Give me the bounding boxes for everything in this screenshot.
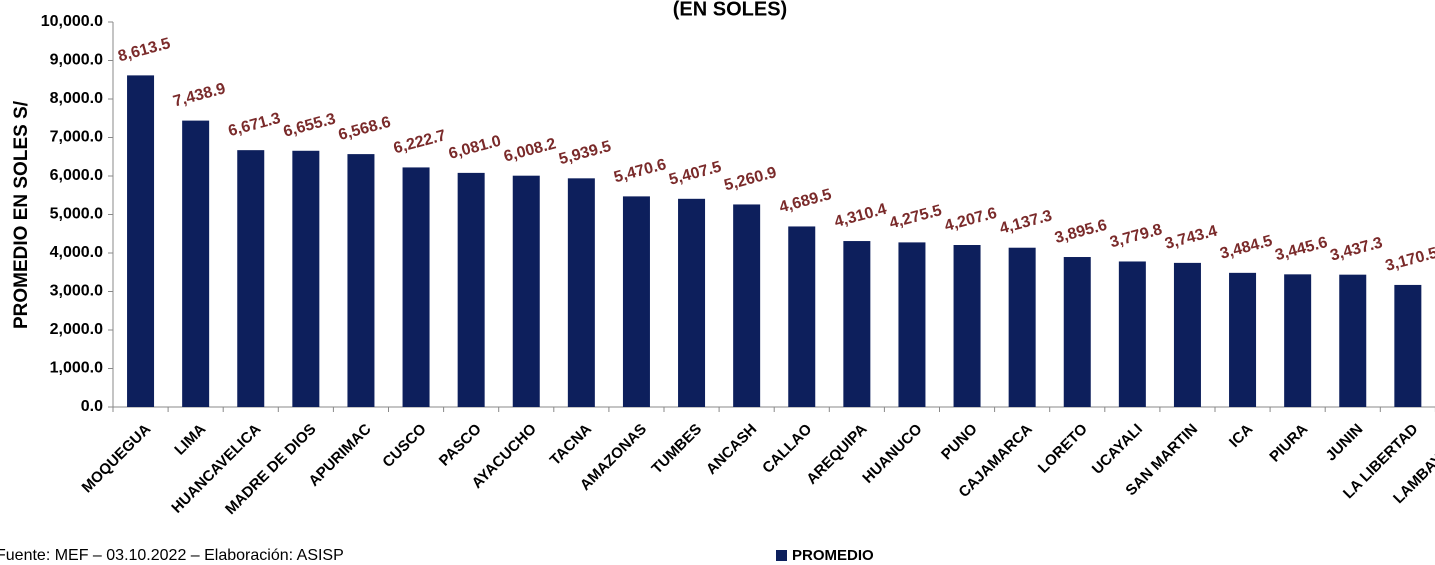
legend-label: PROMEDIO [792, 547, 874, 564]
x-tick-label: TUMBES [648, 421, 705, 478]
value-label: 5,260.9 [722, 164, 778, 194]
x-tick-label: HUANUCO [859, 420, 925, 486]
value-label: 6,568.6 [337, 114, 393, 144]
bar [347, 154, 375, 407]
value-label: 5,939.5 [557, 138, 613, 168]
x-tick-label: CALLAO [759, 420, 815, 476]
value-label: 5,470.6 [612, 156, 668, 186]
bar [1394, 284, 1422, 407]
y-tick-label: 5,000.0 [50, 206, 103, 223]
value-label: 6,671.3 [226, 110, 282, 140]
value-label: 6,222.7 [392, 127, 448, 157]
value-label: 5,407.5 [667, 158, 723, 188]
bar [1339, 274, 1367, 407]
value-label: 4,275.5 [888, 202, 944, 232]
value-label: 7,438.9 [171, 80, 227, 110]
y-tick-label: 2,000.0 [50, 321, 103, 338]
bar [953, 245, 981, 407]
value-label: 6,655.3 [282, 110, 338, 140]
bar [1008, 247, 1036, 407]
bar [1284, 274, 1312, 407]
value-label: 3,779.8 [1108, 221, 1164, 251]
y-tick-label: 0.0 [81, 398, 103, 415]
source: Fuente: MEF – 03.10.2022 – Elaboración: … [0, 547, 344, 564]
value-label: 3,437.3 [1328, 234, 1384, 264]
bar [1173, 262, 1201, 407]
bar [678, 198, 706, 407]
value-label: 6,008.2 [502, 135, 558, 165]
bar [1063, 257, 1091, 407]
bar [733, 204, 761, 407]
value-label: 3,170.5 [1384, 245, 1435, 275]
bar [512, 175, 540, 407]
x-tick-label: UCAYALI [1089, 421, 1146, 478]
bar [898, 242, 926, 407]
x-tick-label: AREQUIPA [803, 420, 870, 487]
y-tick-label: 7,000.0 [50, 129, 103, 146]
value-label: 3,895.6 [1053, 217, 1109, 247]
y-tick-label: 3,000.0 [50, 283, 103, 300]
value-label: 8,613.5 [116, 35, 172, 65]
value-label: 3,484.5 [1218, 233, 1274, 263]
x-tick-label: PIURA [1266, 420, 1311, 465]
bar [843, 241, 871, 407]
value-label: 4,689.5 [777, 186, 833, 216]
x-tick-label: LIMA [171, 421, 209, 459]
legend-swatch [776, 550, 787, 561]
value-label: 6,081.0 [447, 133, 503, 163]
y-axis-label: PROMEDIO EN SOLES S/ [11, 100, 32, 329]
x-tick-label: TACNA [547, 421, 595, 469]
value-label: 4,310.4 [833, 201, 889, 231]
x-tick-label: ICA [1226, 421, 1256, 451]
chart-title: (EN SOLES) [673, 0, 787, 20]
bar [788, 226, 816, 407]
y-tick-label: 4,000.0 [50, 244, 103, 261]
x-tick-label: CUSCO [379, 420, 430, 471]
y-tick-label: 9,000.0 [50, 52, 103, 69]
bar [292, 150, 320, 408]
y-tick-label: 6,000.0 [50, 167, 103, 184]
bar [1229, 272, 1257, 407]
bar [567, 178, 595, 407]
bar [237, 150, 265, 407]
value-label: 3,445.6 [1273, 234, 1329, 264]
value-label: 4,207.6 [943, 205, 999, 235]
bar [457, 172, 485, 407]
x-tick-label: MOQUEGUA [79, 420, 155, 496]
y-tick-label: 1,000.0 [50, 360, 103, 377]
x-tick-label: JUNIN [1323, 421, 1367, 465]
y-tick-label: 8,000.0 [50, 90, 103, 107]
bar [1118, 261, 1146, 407]
bar [622, 196, 650, 407]
bar [127, 75, 155, 407]
value-label: 4,137.3 [998, 207, 1054, 237]
bar [402, 167, 430, 407]
x-tick-label: PUNO [938, 420, 981, 463]
value-label: 3,743.4 [1163, 223, 1219, 253]
bar [182, 120, 210, 407]
x-tick-label: ANCASH [703, 421, 760, 478]
x-tick-label: LORETO [1035, 420, 1091, 476]
y-tick-label: 10,000.0 [41, 13, 103, 30]
x-tick-label: PASCO [436, 420, 485, 469]
